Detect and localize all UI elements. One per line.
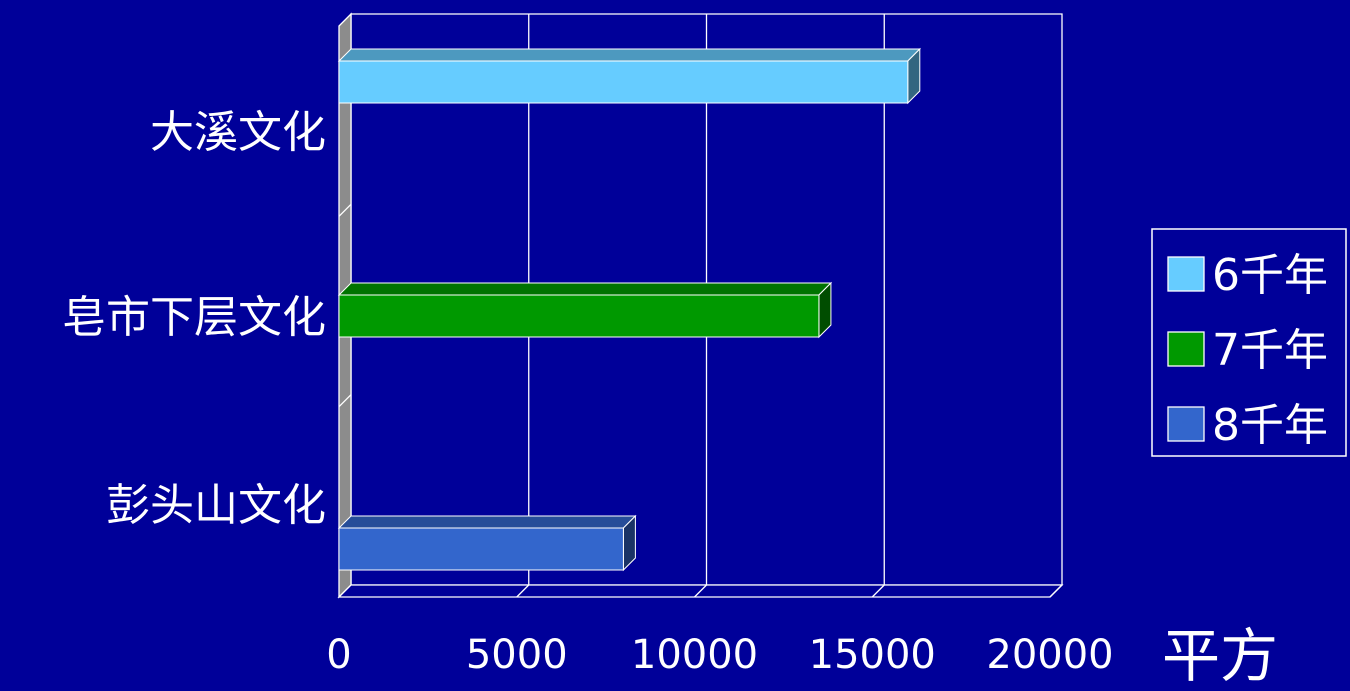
legend-label: 8千年 — [1212, 400, 1328, 451]
floor-tick — [694, 584, 707, 598]
x-tick-label: 0 — [326, 632, 351, 678]
floor-tick — [871, 584, 885, 598]
floor-tick — [516, 584, 530, 598]
legend-swatch — [1167, 256, 1205, 292]
bar-front-face — [338, 60, 909, 104]
bar-2 — [337, 281, 833, 339]
legend-swatch — [1167, 331, 1205, 367]
category-label: 皂市下层文化 — [62, 292, 326, 343]
legend-swatch — [1167, 406, 1205, 442]
x-tick-label: 10000 — [631, 632, 758, 678]
bar-top-face — [337, 282, 833, 296]
x-tick-label: 20000 — [986, 632, 1113, 678]
legend: 6千年 7千年 8千年 — [1151, 228, 1347, 457]
bar-1 — [337, 47, 922, 105]
bar-top-face — [337, 515, 637, 529]
bar-front-face — [338, 294, 820, 338]
category-label: 彭头山文化 — [106, 480, 326, 531]
category-label: 大溪文化 — [150, 107, 326, 158]
floor-tick — [1049, 584, 1063, 598]
bar-3 — [337, 514, 637, 572]
x-axis-unit-label: 平方 — [1162, 622, 1278, 687]
side-wall-divider — [338, 394, 352, 408]
bars — [337, 47, 922, 572]
bar-front-face — [338, 527, 624, 571]
legend-label: 6千年 — [1212, 250, 1328, 301]
x-tick-labels: 0 5000 10000 15000 20000 — [326, 632, 1113, 678]
side-wall-divider — [338, 203, 352, 217]
bar-top-face — [337, 48, 922, 62]
x-tick-label: 15000 — [809, 632, 936, 678]
x-tick-label: 5000 — [466, 632, 568, 678]
legend-label: 7千年 — [1212, 325, 1328, 376]
